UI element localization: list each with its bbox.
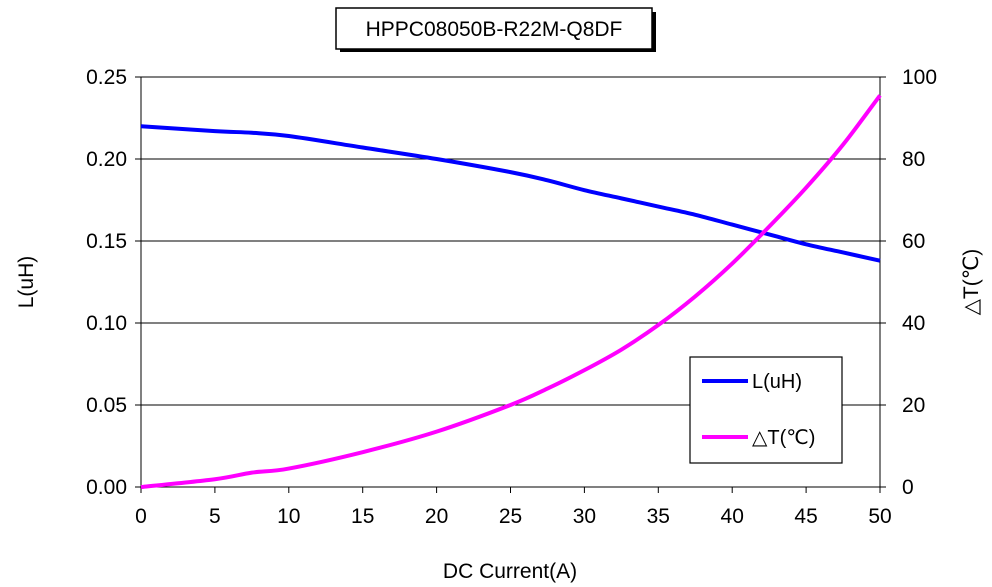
y2-tick-label: 20	[902, 394, 925, 417]
legend: L(uH) △T(℃)	[689, 356, 843, 464]
y-axis-ticks: 0.00 0.05 0.10 0.15 0.20 0.25	[86, 66, 141, 499]
x-axis-ticks: 0 5 10 15 20 25 30 35 40 45 50	[135, 487, 892, 528]
chart-title: HPPC08050B-R22M-Q8DF	[366, 18, 623, 41]
y2-tick-label: 60	[902, 230, 925, 253]
y-tick-label: 0.00	[86, 476, 127, 499]
y2-tick-label: 100	[902, 66, 937, 89]
y2-tick-label: 80	[902, 148, 925, 171]
legend-frame	[689, 356, 843, 464]
y-tick-label: 0.20	[86, 148, 127, 171]
series-line-2	[140, 94, 882, 489]
y2-axis-ticks: 0 20 40 60 80 100	[880, 66, 937, 499]
y2-tick-label: 40	[902, 312, 925, 335]
x-tick-label: 25	[499, 505, 522, 528]
y-tick-label: 0.15	[86, 230, 127, 253]
x-axis-label: DC Current(A)	[443, 560, 577, 583]
series-lines	[140, 94, 882, 489]
x-tick-label: 10	[277, 505, 300, 528]
x-tick-label: 20	[425, 505, 448, 528]
series-line-1	[140, 124, 881, 263]
x-tick-label: 15	[351, 505, 374, 528]
x-tick-label: 40	[721, 505, 744, 528]
chart-title-shadow-right	[652, 12, 656, 52]
legend-label-series-1: L(uH)	[752, 371, 802, 393]
chart-title-box: HPPC08050B-R22M-Q8DF	[335, 7, 656, 52]
y-tick-label: 0.05	[86, 394, 127, 417]
chart-title-shadow-bottom	[340, 49, 656, 52]
y2-axis-label: △T(℃)	[960, 249, 983, 316]
y-axis-label: L(uH)	[15, 256, 38, 309]
y2-tick-label: 0	[902, 476, 914, 499]
x-tick-label: 45	[794, 505, 817, 528]
y-tick-label: 0.10	[86, 312, 127, 335]
x-tick-label: 50	[868, 505, 891, 528]
x-tick-label: 30	[573, 505, 596, 528]
y-tick-label: 0.25	[86, 66, 127, 89]
x-tick-label: 0	[135, 505, 147, 528]
gridlines	[141, 76, 880, 406]
chart-title-frame	[335, 7, 653, 50]
legend-label-series-2: △T(℃)	[752, 427, 815, 449]
x-tick-label: 35	[647, 505, 670, 528]
x-tick-label: 5	[209, 505, 221, 528]
